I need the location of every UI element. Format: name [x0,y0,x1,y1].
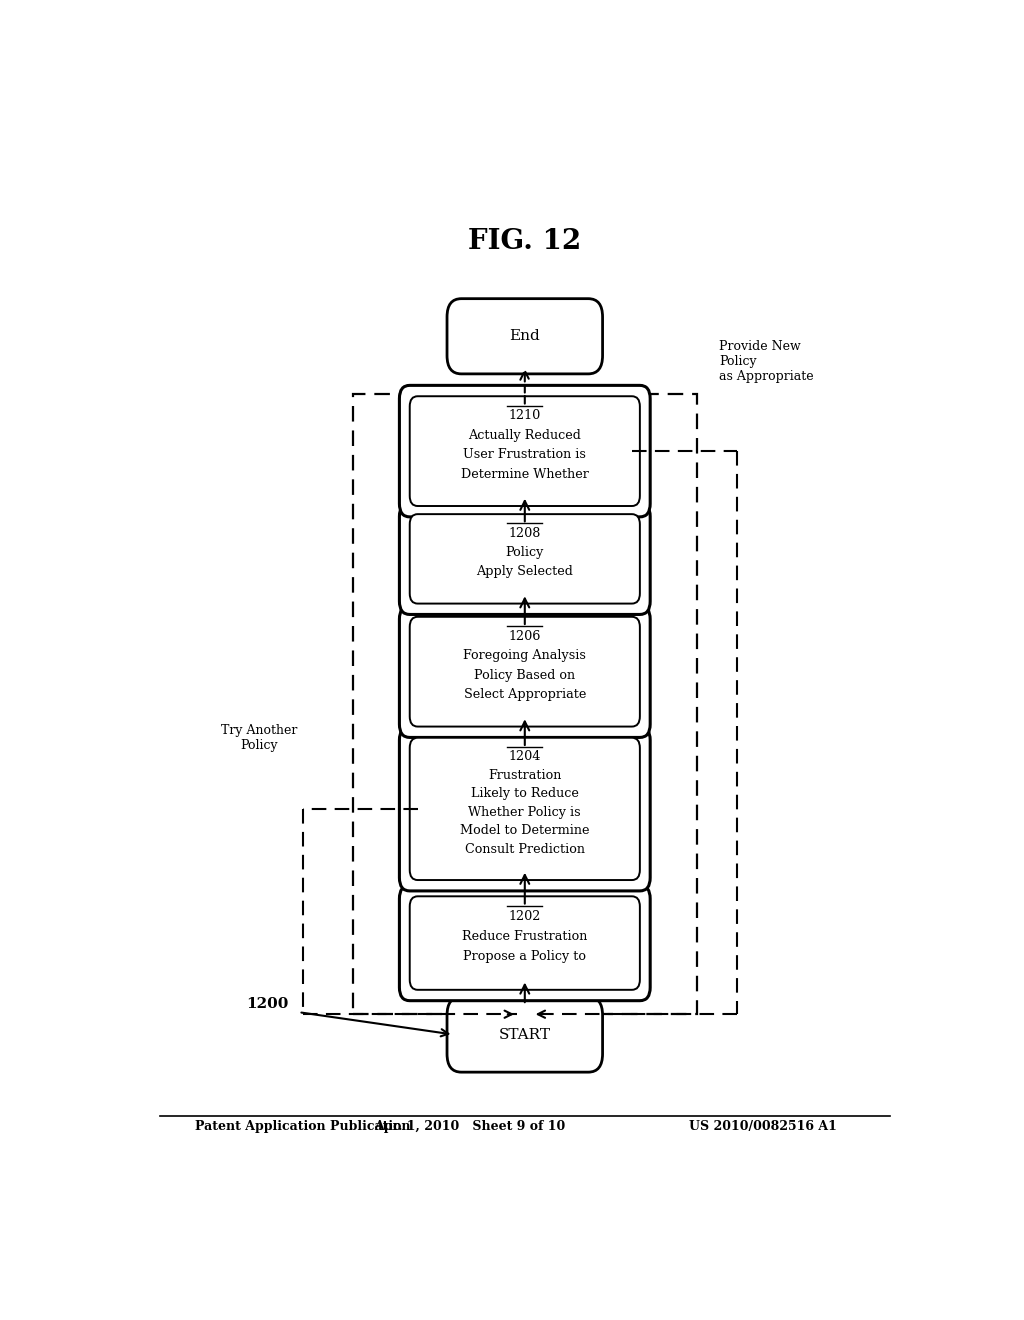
Text: Consult Prediction: Consult Prediction [465,842,585,855]
FancyBboxPatch shape [447,298,602,374]
Text: End: End [509,329,541,343]
FancyBboxPatch shape [410,396,640,506]
Text: Frustration: Frustration [488,768,561,781]
FancyBboxPatch shape [410,896,640,990]
FancyBboxPatch shape [410,738,640,880]
FancyBboxPatch shape [410,616,640,726]
Text: Model to Determine: Model to Determine [460,824,590,837]
Text: Whether Policy is: Whether Policy is [469,805,581,818]
FancyBboxPatch shape [399,606,650,738]
FancyBboxPatch shape [447,997,602,1072]
Text: Likely to Reduce: Likely to Reduce [471,787,579,800]
Text: Actually Reduced: Actually Reduced [468,429,582,442]
FancyBboxPatch shape [399,886,650,1001]
Text: 1200: 1200 [246,997,288,1011]
Text: START: START [499,1027,551,1041]
Text: Apply Selected: Apply Selected [476,565,573,578]
Text: Patent Application Publication: Patent Application Publication [196,1119,411,1133]
Text: Reduce Frustration: Reduce Frustration [462,931,588,942]
Text: Select Appropriate: Select Appropriate [464,688,586,701]
Text: Policy Based on: Policy Based on [474,669,575,681]
Text: 1204: 1204 [509,750,541,763]
FancyBboxPatch shape [399,727,650,891]
Bar [352,395,697,1014]
Text: 1202: 1202 [509,909,541,923]
Text: Foregoing Analysis: Foregoing Analysis [464,649,586,663]
Text: User Frustration is: User Frustration is [464,447,586,461]
Text: Try Another
Policy: Try Another Policy [221,723,297,752]
Text: 1206: 1206 [509,630,541,643]
Text: Provide New
Policy
as Appropriate: Provide New Policy as Appropriate [719,341,814,383]
Text: Policy: Policy [506,546,544,560]
FancyBboxPatch shape [399,385,650,517]
Text: Propose a Policy to: Propose a Policy to [463,950,587,964]
FancyBboxPatch shape [399,503,650,614]
Text: 1210: 1210 [509,409,541,422]
Text: Determine Whether: Determine Whether [461,467,589,480]
Text: FIG. 12: FIG. 12 [468,228,582,255]
Text: US 2010/0082516 A1: US 2010/0082516 A1 [689,1119,837,1133]
Text: 1208: 1208 [509,527,541,540]
Text: Apr. 1, 2010   Sheet 9 of 10: Apr. 1, 2010 Sheet 9 of 10 [374,1119,565,1133]
FancyBboxPatch shape [410,515,640,603]
